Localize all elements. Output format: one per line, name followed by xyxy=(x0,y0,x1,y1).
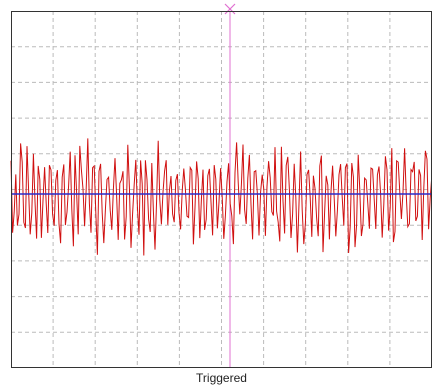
x-marker-icon xyxy=(224,3,236,15)
signal-trace xyxy=(10,138,432,256)
trigger-status-label: Triggered xyxy=(196,371,247,385)
